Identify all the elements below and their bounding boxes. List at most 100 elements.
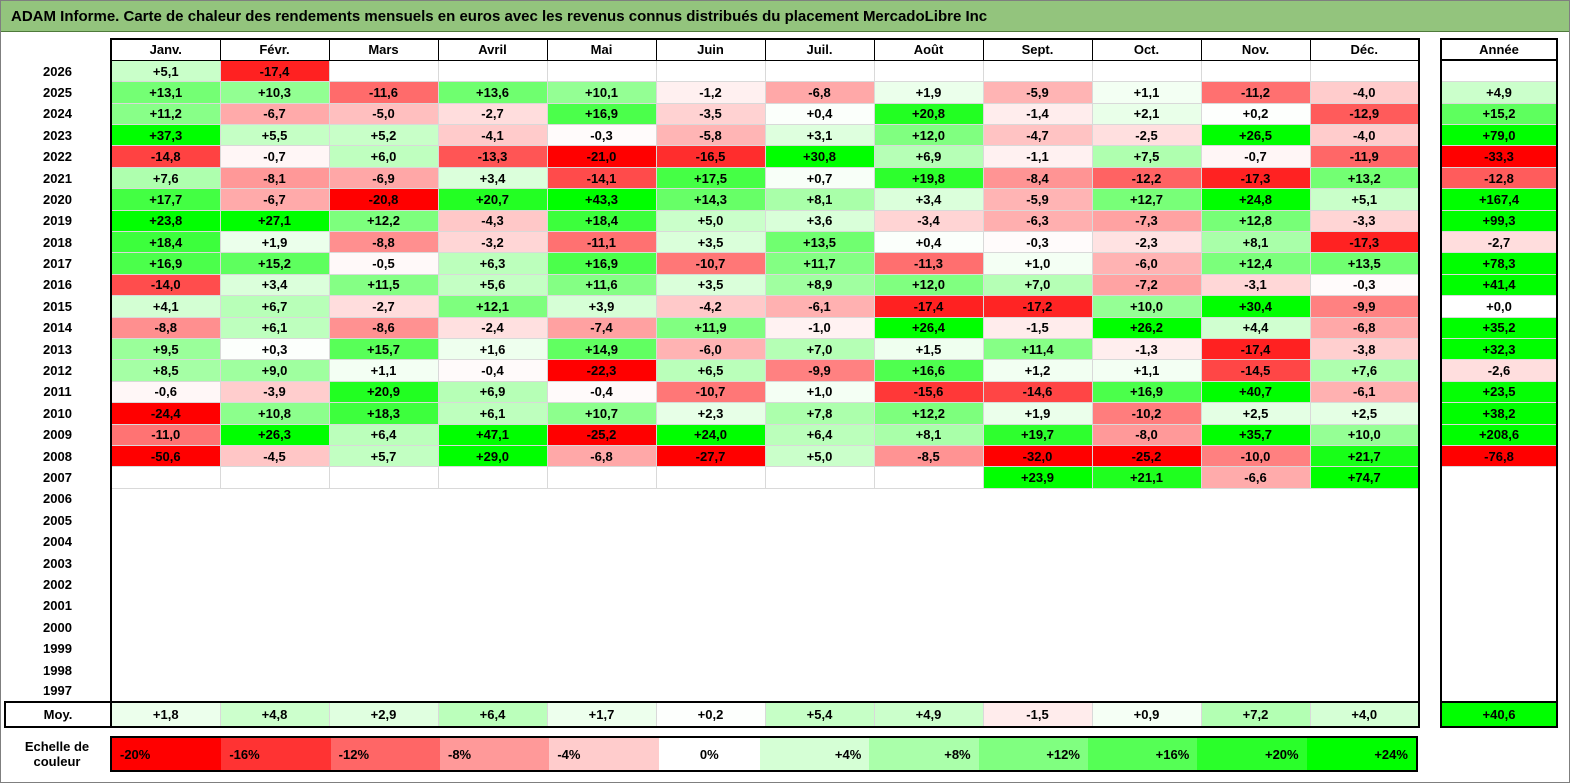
column-gap [1419, 702, 1441, 728]
return-cell-2018-12: -17,3 [1309, 231, 1420, 254]
year-label-2003: 2003 [5, 552, 111, 574]
return-cell-2013-6: -6,0 [655, 337, 766, 361]
column-gap [1419, 188, 1441, 211]
return-cell-2011-5: -0,4 [546, 380, 657, 404]
annee-cell-2022: -33,3 [1440, 145, 1558, 168]
month-header-juil: Juil. [764, 37, 875, 61]
table-row: 1999 [5, 637, 1558, 660]
return-cell-2002-2 [220, 573, 329, 596]
return-cell-2020-4: +20,7 [437, 188, 548, 211]
return-cell-2024-8: +20,8 [873, 102, 984, 126]
return-cell-2005-1 [110, 509, 220, 531]
return-cell-2005-6 [656, 509, 765, 531]
table-row: 2005 [5, 509, 1558, 531]
return-cell-2014-1: -8,8 [110, 316, 221, 339]
return-cell-1997-7 [765, 680, 874, 703]
return-cell-2009-6: +24,0 [655, 423, 766, 446]
moyenne-row: Moy. +1,8 +4,8 +2,9 +6,4 +1,7 +0,2 +5,4 +4,9 -1,5… [4, 701, 1558, 729]
return-cell-2000-12 [1310, 616, 1420, 638]
year-label-2002: 2002 [5, 573, 111, 596]
return-cell-2011-4: +6,9 [437, 380, 548, 404]
return-cell-2000-9 [983, 616, 1092, 638]
annee-cell-2014: +35,2 [1440, 316, 1558, 339]
annee-cell-2004 [1440, 530, 1558, 553]
return-cell-2014-5: -7,4 [546, 316, 657, 339]
column-gap [1419, 359, 1441, 382]
return-cell-2008-5: -6,8 [546, 444, 657, 468]
return-cell-2020-8: +3,4 [873, 188, 984, 211]
return-cell-2006-4 [438, 488, 547, 510]
return-cell-2006-2 [220, 488, 329, 510]
return-cell-2007-4 [437, 466, 548, 489]
return-cell-2016-8: +12,0 [873, 273, 984, 297]
return-cell-2016-4: +5,6 [437, 273, 548, 297]
return-cell-2014-7: -1,0 [764, 316, 875, 339]
return-cell-2025-7: -6,8 [764, 81, 875, 104]
return-cell-2007-6 [655, 466, 766, 489]
column-gap [1419, 424, 1441, 446]
return-cell-2014-12: -6,8 [1309, 316, 1420, 339]
return-cell-2015-7: -6,1 [764, 295, 875, 318]
year-label-2011: 2011 [5, 381, 111, 403]
return-cell-2001-1 [110, 595, 220, 617]
return-cell-2021-4: +3,4 [437, 166, 548, 190]
return-cell-2004-7 [765, 530, 874, 553]
return-cell-2019-9: -6,3 [982, 209, 1093, 233]
return-cell-2026-2: -17,4 [219, 59, 330, 83]
return-cell-2018-4: -3,2 [437, 231, 548, 254]
scale-stop-neg20: -20% [112, 738, 222, 771]
return-cell-2019-11: +12,8 [1200, 209, 1311, 233]
column-gap [1419, 60, 1441, 82]
scale-stop-label: -12% [338, 746, 370, 762]
return-cell-2007-2 [219, 466, 330, 489]
scale-stop-neg16: -16% [221, 738, 331, 771]
column-gap [1419, 402, 1441, 425]
return-cell-2018-8: +0,4 [873, 231, 984, 254]
return-cell-2001-3 [329, 595, 438, 617]
return-cell-2010-11: +2,5 [1200, 402, 1311, 425]
return-cell-2012-1: +8,5 [110, 359, 221, 382]
return-cell-1998-11 [1201, 659, 1310, 681]
year-label-2021: 2021 [5, 167, 111, 189]
return-cell-2013-2: +0,3 [219, 337, 330, 361]
return-cell-2018-6: +3,5 [655, 231, 766, 254]
return-cell-2012-7: -9,9 [764, 359, 875, 382]
year-label-2018: 2018 [5, 231, 111, 253]
return-cell-1998-3 [329, 659, 438, 681]
return-cell-2013-7: +7,0 [764, 337, 875, 361]
return-cell-2008-12: +21,7 [1309, 444, 1420, 468]
return-cell-2017-1: +16,9 [110, 252, 221, 275]
column-gap [1419, 210, 1441, 232]
return-cell-2000-7 [765, 616, 874, 638]
return-cell-2026-5 [546, 59, 657, 83]
return-cell-2003-11 [1201, 552, 1310, 574]
scale-label: Echelle de couleur [24, 738, 90, 770]
return-cell-2015-8: -17,4 [873, 295, 984, 318]
return-cell-2010-3: +18,3 [328, 402, 439, 425]
return-cell-1997-9 [983, 680, 1092, 703]
table-row: 2009 -11,0 +26,3 +6,4 +47,1 -25,2 +24,0 +6,4 +8,… [5, 423, 1558, 446]
return-cell-2017-11: +12,4 [1200, 252, 1311, 275]
scale-stop-label: -8% [447, 746, 472, 762]
moy-cell-5: +1,7 [546, 701, 657, 729]
return-cell-2018-7: +13,5 [764, 231, 875, 254]
return-cell-2008-3: +5,7 [328, 444, 439, 468]
return-cell-2013-4: +1,6 [437, 337, 548, 361]
return-cell-2025-9: -5,9 [982, 81, 1093, 104]
return-cell-2003-10 [1092, 552, 1201, 574]
return-cell-2001-9 [983, 595, 1092, 617]
return-cell-2016-9: +7,0 [982, 273, 1093, 297]
return-cell-2001-7 [765, 595, 874, 617]
return-cell-2000-2 [220, 616, 329, 638]
return-cell-2012-9: +1,2 [982, 359, 1093, 382]
annee-cell-2017: +78,3 [1440, 252, 1558, 275]
scale-stop-neg4: -4% [549, 738, 659, 771]
return-cell-2018-2: +1,9 [219, 231, 330, 254]
return-cell-2012-12: +7,6 [1309, 359, 1420, 382]
return-cell-2016-10: -7,2 [1091, 273, 1202, 297]
return-cell-2025-10: +1,1 [1091, 81, 1202, 104]
scale-stop-20: +20% [1197, 738, 1307, 771]
moy-cell-12: +4,0 [1309, 701, 1420, 729]
return-cell-1998-5 [547, 659, 656, 681]
table-row: 2000 [5, 616, 1558, 638]
